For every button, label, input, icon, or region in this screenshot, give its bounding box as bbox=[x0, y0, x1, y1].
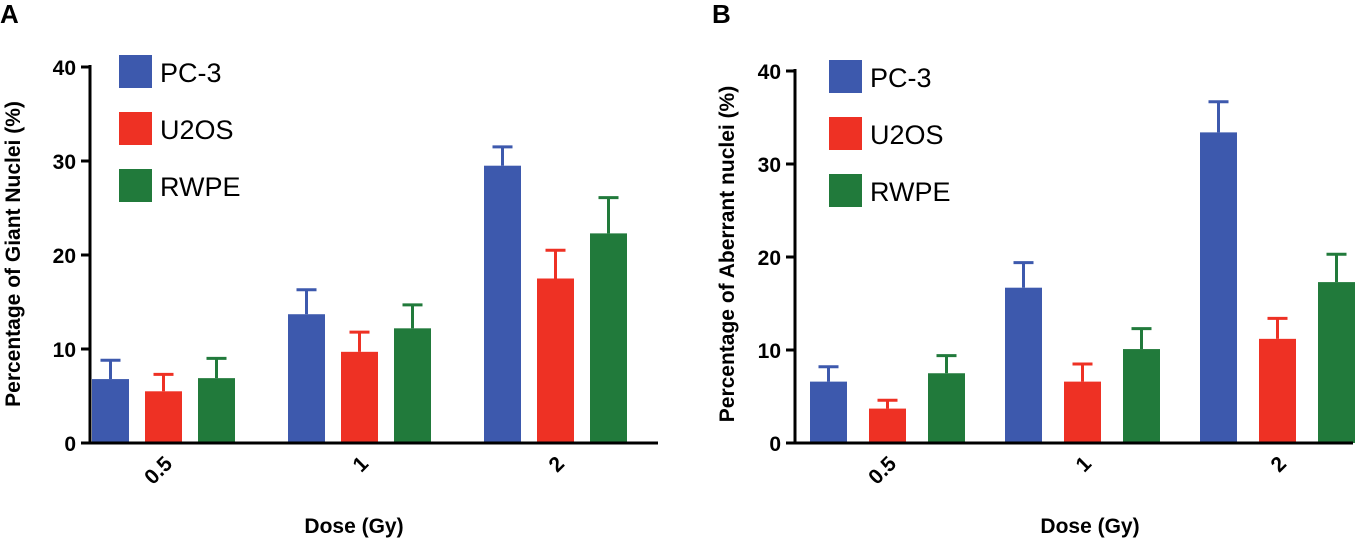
x-tick-label-b-2: 2 bbox=[1267, 452, 1292, 477]
legend-label-a-rwpe: RWPE bbox=[160, 172, 241, 202]
legend-label-b-pc3: PC-3 bbox=[870, 63, 932, 93]
x-axis-title-b: Dose (Gy) bbox=[1040, 515, 1139, 538]
x-tick-label-a-0_5: 0.5 bbox=[140, 452, 177, 489]
x-axis-title-a: Dose (Gy) bbox=[304, 515, 403, 538]
bar-b-pc3-2 bbox=[1200, 132, 1237, 443]
y-axis-title-a: Percentage of Giant Nuclei (%) bbox=[2, 101, 25, 407]
y-tick-label-a-10: 10 bbox=[53, 339, 76, 362]
panel-label-a: A bbox=[0, 0, 19, 29]
y-tick-label-a-30: 30 bbox=[53, 151, 76, 174]
bar-b-rwpe-2 bbox=[1318, 282, 1355, 443]
bar-b-pc3-0_5 bbox=[810, 381, 847, 443]
bar-b-pc3-1 bbox=[1005, 287, 1042, 443]
legend-swatch-a-pc3 bbox=[119, 55, 152, 88]
legend-label-a-pc3: PC-3 bbox=[160, 58, 222, 88]
panel-label-b: B bbox=[712, 0, 731, 29]
y-tick-label-a-20: 20 bbox=[53, 245, 76, 268]
y-axis-title-b: Percentage of Aberrant nuclei (%) bbox=[716, 86, 739, 422]
panel-a: A Percentage of Giant Nuclei (%) Dose (G… bbox=[0, 0, 658, 538]
bar-a-rwpe-0_5 bbox=[198, 378, 235, 443]
bar-a-pc3-0_5 bbox=[92, 379, 129, 443]
bar-a-u2os-1 bbox=[341, 351, 378, 443]
legend-swatch-b-pc3 bbox=[829, 60, 862, 93]
legend-swatch-a-u2os bbox=[119, 112, 152, 145]
y-tick-label-b-20: 20 bbox=[758, 247, 781, 270]
y-tick-label-a-0: 0 bbox=[64, 433, 76, 456]
bar-b-u2os-0_5 bbox=[869, 408, 906, 443]
bar-b-u2os-1 bbox=[1064, 381, 1101, 443]
bar-a-rwpe-1 bbox=[394, 328, 431, 443]
bar-b-rwpe-1 bbox=[1123, 349, 1160, 443]
x-tick-label-b-1: 1 bbox=[1072, 452, 1097, 477]
bar-a-pc3-1 bbox=[288, 314, 325, 443]
bar-b-rwpe-0_5 bbox=[928, 373, 965, 443]
legend-label-b-u2os: U2OS bbox=[870, 120, 944, 150]
x-tick-label-a-2: 2 bbox=[545, 452, 570, 477]
y-tick-label-b-30: 30 bbox=[758, 154, 781, 177]
legend-swatch-a-rwpe bbox=[119, 169, 152, 202]
bar-a-u2os-0_5 bbox=[145, 391, 182, 443]
bar-b-u2os-2 bbox=[1259, 338, 1296, 443]
y-tick-label-b-10: 10 bbox=[758, 340, 781, 363]
bar-a-u2os-2 bbox=[537, 278, 574, 443]
legend-label-a-u2os: U2OS bbox=[160, 115, 234, 145]
legend-swatch-b-rwpe bbox=[829, 174, 862, 207]
bar-a-rwpe-2 bbox=[590, 233, 627, 443]
x-tick-label-a-1: 1 bbox=[349, 452, 374, 477]
y-tick-label-a-40: 40 bbox=[53, 57, 76, 80]
legend-swatch-b-u2os bbox=[829, 117, 862, 150]
bar-a-pc3-2 bbox=[484, 165, 521, 443]
panel-b: B Percentage of Aberrant nuclei (%) Dose… bbox=[712, 0, 1355, 538]
legend-label-b-rwpe: RWPE bbox=[870, 177, 951, 207]
y-tick-label-b-0: 0 bbox=[769, 433, 781, 456]
x-tick-label-b-0_5: 0.5 bbox=[864, 452, 901, 489]
y-tick-label-b-40: 40 bbox=[758, 61, 781, 84]
